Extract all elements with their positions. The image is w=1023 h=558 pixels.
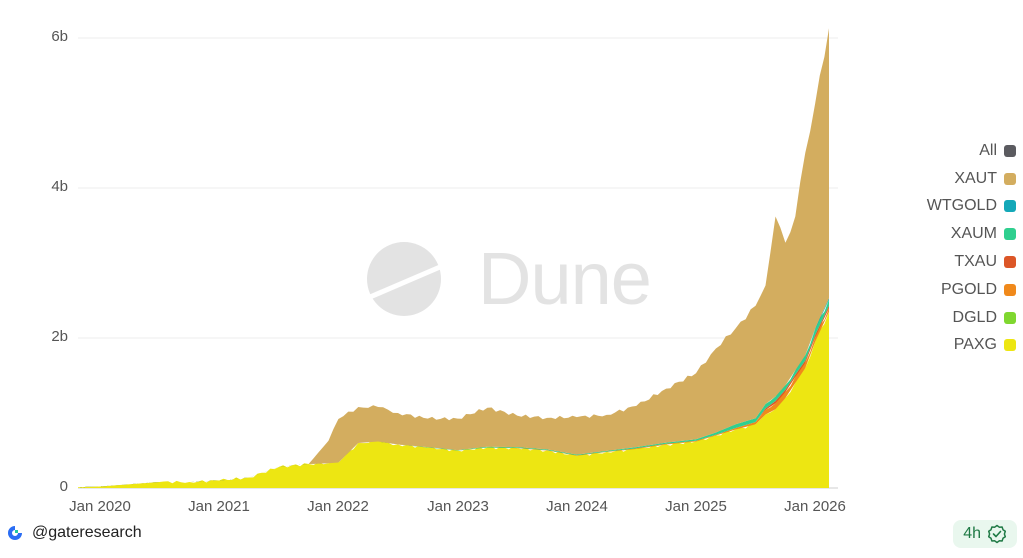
x-tick-label: Jan 2020	[69, 498, 131, 515]
dune-logo-icon	[367, 241, 441, 316]
legend-swatch	[1004, 200, 1016, 213]
legend-swatch	[1004, 311, 1016, 324]
legend-swatch	[1004, 144, 1016, 157]
legend-label: XAUM	[950, 225, 997, 243]
refresh-interval: 4h	[963, 525, 981, 542]
author-handle: @gateresearch	[32, 524, 142, 541]
legend-item-txau[interactable]: TXAU	[927, 248, 1016, 276]
watermark-text: Dune	[478, 237, 652, 320]
legend-swatch	[1004, 256, 1016, 269]
legend-swatch	[1004, 172, 1016, 185]
x-tick-label: Jan 2021	[188, 498, 250, 515]
stacked-areas	[78, 28, 829, 488]
legend: All XAUT WTGOLD XAUM TXAU PGOLD DGLD PA	[927, 137, 1016, 359]
legend-label: All	[979, 141, 997, 159]
legend-item-all[interactable]: All	[927, 137, 1016, 165]
area-paxg[interactable]	[78, 311, 829, 488]
area-xaum[interactable]	[78, 299, 829, 488]
x-tick-label: Jan 2024	[546, 498, 608, 515]
dune-watermark: Dune	[366, 236, 652, 321]
x-tick-label: Jan 2022	[307, 498, 369, 515]
author-credit[interactable]: @gateresearch	[7, 524, 142, 542]
legend-item-dgld[interactable]: DGLD	[927, 304, 1016, 332]
legend-label: PAXG	[953, 336, 997, 354]
legend-item-paxg[interactable]: PAXG	[927, 332, 1016, 360]
y-tick-label: 6b	[51, 28, 68, 45]
x-tick-label: Jan 2025	[665, 498, 727, 515]
legend-label: XAUT	[954, 169, 997, 187]
y-tick-label: 4b	[51, 178, 68, 195]
legend-item-xaum[interactable]: XAUM	[927, 220, 1016, 248]
verified-check-icon	[987, 524, 1007, 544]
y-tick-label: 2b	[51, 328, 68, 345]
legend-label: DGLD	[952, 308, 997, 326]
refresh-badge[interactable]: 4h	[953, 520, 1017, 548]
legend-label: WTGOLD	[926, 197, 997, 215]
legend-swatch	[1004, 283, 1016, 296]
legend-label: TXAU	[954, 253, 997, 271]
legend-item-wtgold[interactable]: WTGOLD	[927, 193, 1016, 221]
x-tick-label: Jan 2026	[784, 498, 846, 515]
x-tick-label: Jan 2023	[427, 498, 489, 515]
y-tick-label: 0	[59, 478, 68, 495]
legend-label: PGOLD	[940, 280, 997, 298]
gate-logo-icon	[8, 526, 22, 540]
legend-swatch	[1004, 228, 1016, 241]
legend-item-pgold[interactable]: PGOLD	[927, 276, 1016, 304]
legend-swatch	[1004, 339, 1016, 352]
legend-item-xaut[interactable]: XAUT	[927, 165, 1016, 193]
